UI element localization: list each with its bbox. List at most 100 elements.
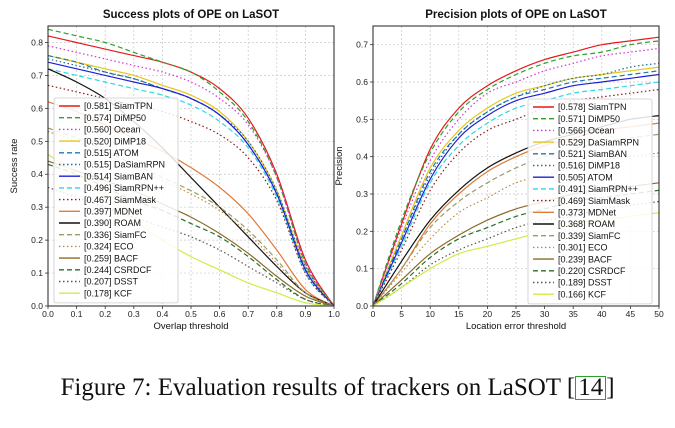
precision-y-axis-label: Precision — [334, 146, 345, 185]
success-x-tick-label: 0.8 — [271, 309, 283, 319]
success-plot: 0.0 0.1 0.2 0.3 0.4 0.5 0.6 0.7 0.8 0.9 1.00.00.10… — [9, 9, 340, 332]
precision-legend: [0.578] SiamTPN [0.571] DiMP50 [0.566] Oce… — [527, 98, 653, 305]
precision-legend-box — [527, 98, 653, 305]
success-line-siamban — [47, 61, 335, 307]
success-x-tick-label: 0.3 — [128, 309, 140, 319]
success-y-tick-label: 0.5 — [31, 136, 43, 146]
precision-y-tick-label: 0.2 — [356, 226, 368, 236]
precision-legend-label: [0.578] SiamTPN — [558, 102, 627, 112]
precision-x-tick-label: 0 — [371, 309, 376, 319]
success-y-tick-label: 0.2 — [31, 235, 43, 245]
figure: 0.0 0.1 0.2 0.3 0.4 0.5 0.6 0.7 0.8 0.9 1.00.00.10… — [9, 9, 664, 332]
success-y-tick-label: 0.8 — [31, 37, 43, 47]
success-x-tick-label: 0.4 — [156, 309, 168, 319]
precision-frame — [372, 25, 660, 307]
success-legend-label: [0.515] ATOM — [84, 148, 139, 158]
precision-x-tick-label: 40 — [597, 309, 607, 319]
success-x-tick-label: 0.9 — [299, 309, 311, 319]
precision-legend-label: [0.373] MDNet — [558, 208, 617, 218]
success-x-tick-label: 0.7 — [242, 309, 254, 319]
success-legend-label: [0.520] DiMP18 — [84, 136, 146, 146]
success-line-dimp18 — [47, 55, 335, 307]
success-legend-label: [0.496] SiamRPN++ — [84, 183, 164, 193]
precision-x-tick-label: 5 — [399, 309, 404, 319]
precision-legend-label: [0.239] BACF — [558, 254, 613, 264]
success-legend-label: [0.259] BACF — [84, 253, 139, 263]
precision-x-axis-label: Location error threshold — [466, 321, 566, 332]
precision-y-tick-label: 0.3 — [356, 189, 368, 199]
precision-line-ocean — [372, 47, 660, 307]
success-y-axis-label: Success rate — [9, 139, 20, 194]
precision-legend-label: [0.491] SiamRPN++ — [558, 184, 638, 194]
precision-line-siamban — [372, 73, 660, 307]
success-y-grid: 0.0 0.1 0.2 0.3 0.4 0.5 0.6 0.7 0.8 — [31, 37, 334, 311]
success-legend-label: [0.560] Ocean — [84, 125, 141, 135]
success-line-roam — [47, 68, 335, 307]
success-legend: [0.581] SiamTPN [0.574] DiMP50 [0.560] Oce… — [53, 97, 179, 304]
success-legend-label: [0.574] DiMP50 — [84, 113, 146, 123]
success-x-tick-label: 0.5 — [185, 309, 197, 319]
precision-plot: 0 5 10 15 20 25 30 35 40 45 500.00.10.20.30.40.50.… — [334, 9, 664, 332]
precision-line-siammask — [372, 88, 660, 307]
caption-close-bracket: ] — [606, 374, 615, 401]
precision-chart-title: Precision plots of OPE on LaSOT — [425, 9, 606, 21]
precision-legend-label: [0.166] KCF — [558, 289, 607, 299]
precision-legend-label: [0.516] DiMP18 — [558, 161, 620, 171]
precision-x-tick-label: 25 — [511, 309, 521, 319]
success-series — [47, 28, 335, 307]
success-x-tick-label: 1.0 — [328, 309, 340, 319]
success-x-tick-label: 0.0 — [42, 309, 54, 319]
precision-x-tick-label: 30 — [540, 309, 550, 319]
success-y-tick-label: 0.6 — [31, 103, 43, 113]
success-x-tick-label: 0.6 — [214, 309, 226, 319]
success-y-tick-label: 0.4 — [31, 169, 43, 179]
precision-x-tick-label: 20 — [483, 309, 493, 319]
success-x-axis-label: Overlap threshold — [154, 321, 229, 332]
precision-line-atom — [372, 70, 660, 307]
precision-y-grid: 0.0 0.1 0.2 0.3 0.4 0.5 0.6 0.7 — [356, 40, 659, 311]
precision-line-dasiamrpn — [372, 62, 660, 307]
precision-legend-label: [0.521] SiamBAN — [558, 149, 627, 159]
success-y-tick-label: 0.0 — [31, 301, 43, 311]
precision-legend-label: [0.301] ECO — [558, 243, 608, 253]
precision-line-siamtpn — [372, 36, 660, 307]
precision-y-tick-label: 0.1 — [356, 264, 368, 274]
precision-y-tick-label: 0.6 — [356, 77, 368, 87]
success-line-siamtpn — [47, 35, 335, 307]
precision-legend-label: [0.339] SiamFC — [558, 231, 621, 241]
success-legend-label: [0.207] DSST — [84, 277, 139, 287]
citation-link[interactable]: 14 — [575, 375, 607, 400]
success-frame — [47, 25, 335, 307]
precision-x-tick-label: 15 — [454, 309, 464, 319]
success-legend-label: [0.514] SiamBAN — [84, 171, 153, 181]
precision-legend-label: [0.220] CSRDCF — [558, 266, 626, 276]
success-legend-label: [0.397] MDNet — [84, 207, 143, 217]
precision-x-tick-label: 50 — [654, 309, 664, 319]
precision-legend-label: [0.566] Ocean — [558, 126, 615, 136]
precision-legend-label: [0.571] DiMP50 — [558, 114, 620, 124]
success-legend-label: [0.324] ECO — [84, 242, 134, 252]
success-y-tick-label: 0.1 — [31, 268, 43, 278]
success-legend-label: [0.178] KCF — [84, 288, 133, 298]
precision-line-siamrpn — [372, 81, 660, 307]
precision-line-dimp18 — [372, 66, 660, 307]
success-legend-label: [0.515] DaSiamRPN — [84, 160, 165, 170]
precision-legend-label: [0.368] ROAM — [558, 219, 615, 229]
precision-y-tick-label: 0.7 — [356, 40, 368, 50]
success-y-tick-label: 0.3 — [31, 202, 43, 212]
precision-legend-label: [0.469] SiamMask — [558, 196, 631, 206]
precision-legend-label: [0.505] ATOM — [558, 172, 613, 182]
precision-legend-label: [0.189] DSST — [558, 278, 613, 288]
precision-y-tick-label: 0.5 — [356, 114, 368, 124]
success-y-tick-label: 0.7 — [31, 70, 43, 80]
success-legend-label: [0.244] CSRDCF — [84, 265, 152, 275]
success-chart-title: Success plots of OPE on LaSOT — [103, 9, 279, 21]
precision-legend-label: [0.529] DaSiamRPN — [558, 137, 639, 147]
success-line-siamrpn — [47, 68, 335, 307]
figure-caption: Figure 7: Evaluation results of trackers… — [0, 374, 675, 402]
success-x-tick-label: 0.2 — [99, 309, 111, 319]
success-x-tick-label: 0.1 — [71, 309, 83, 319]
success-legend-label: [0.336] SiamFC — [84, 230, 147, 240]
precision-y-tick-label: 0.4 — [356, 152, 368, 162]
precision-line-dimp50 — [372, 40, 660, 307]
